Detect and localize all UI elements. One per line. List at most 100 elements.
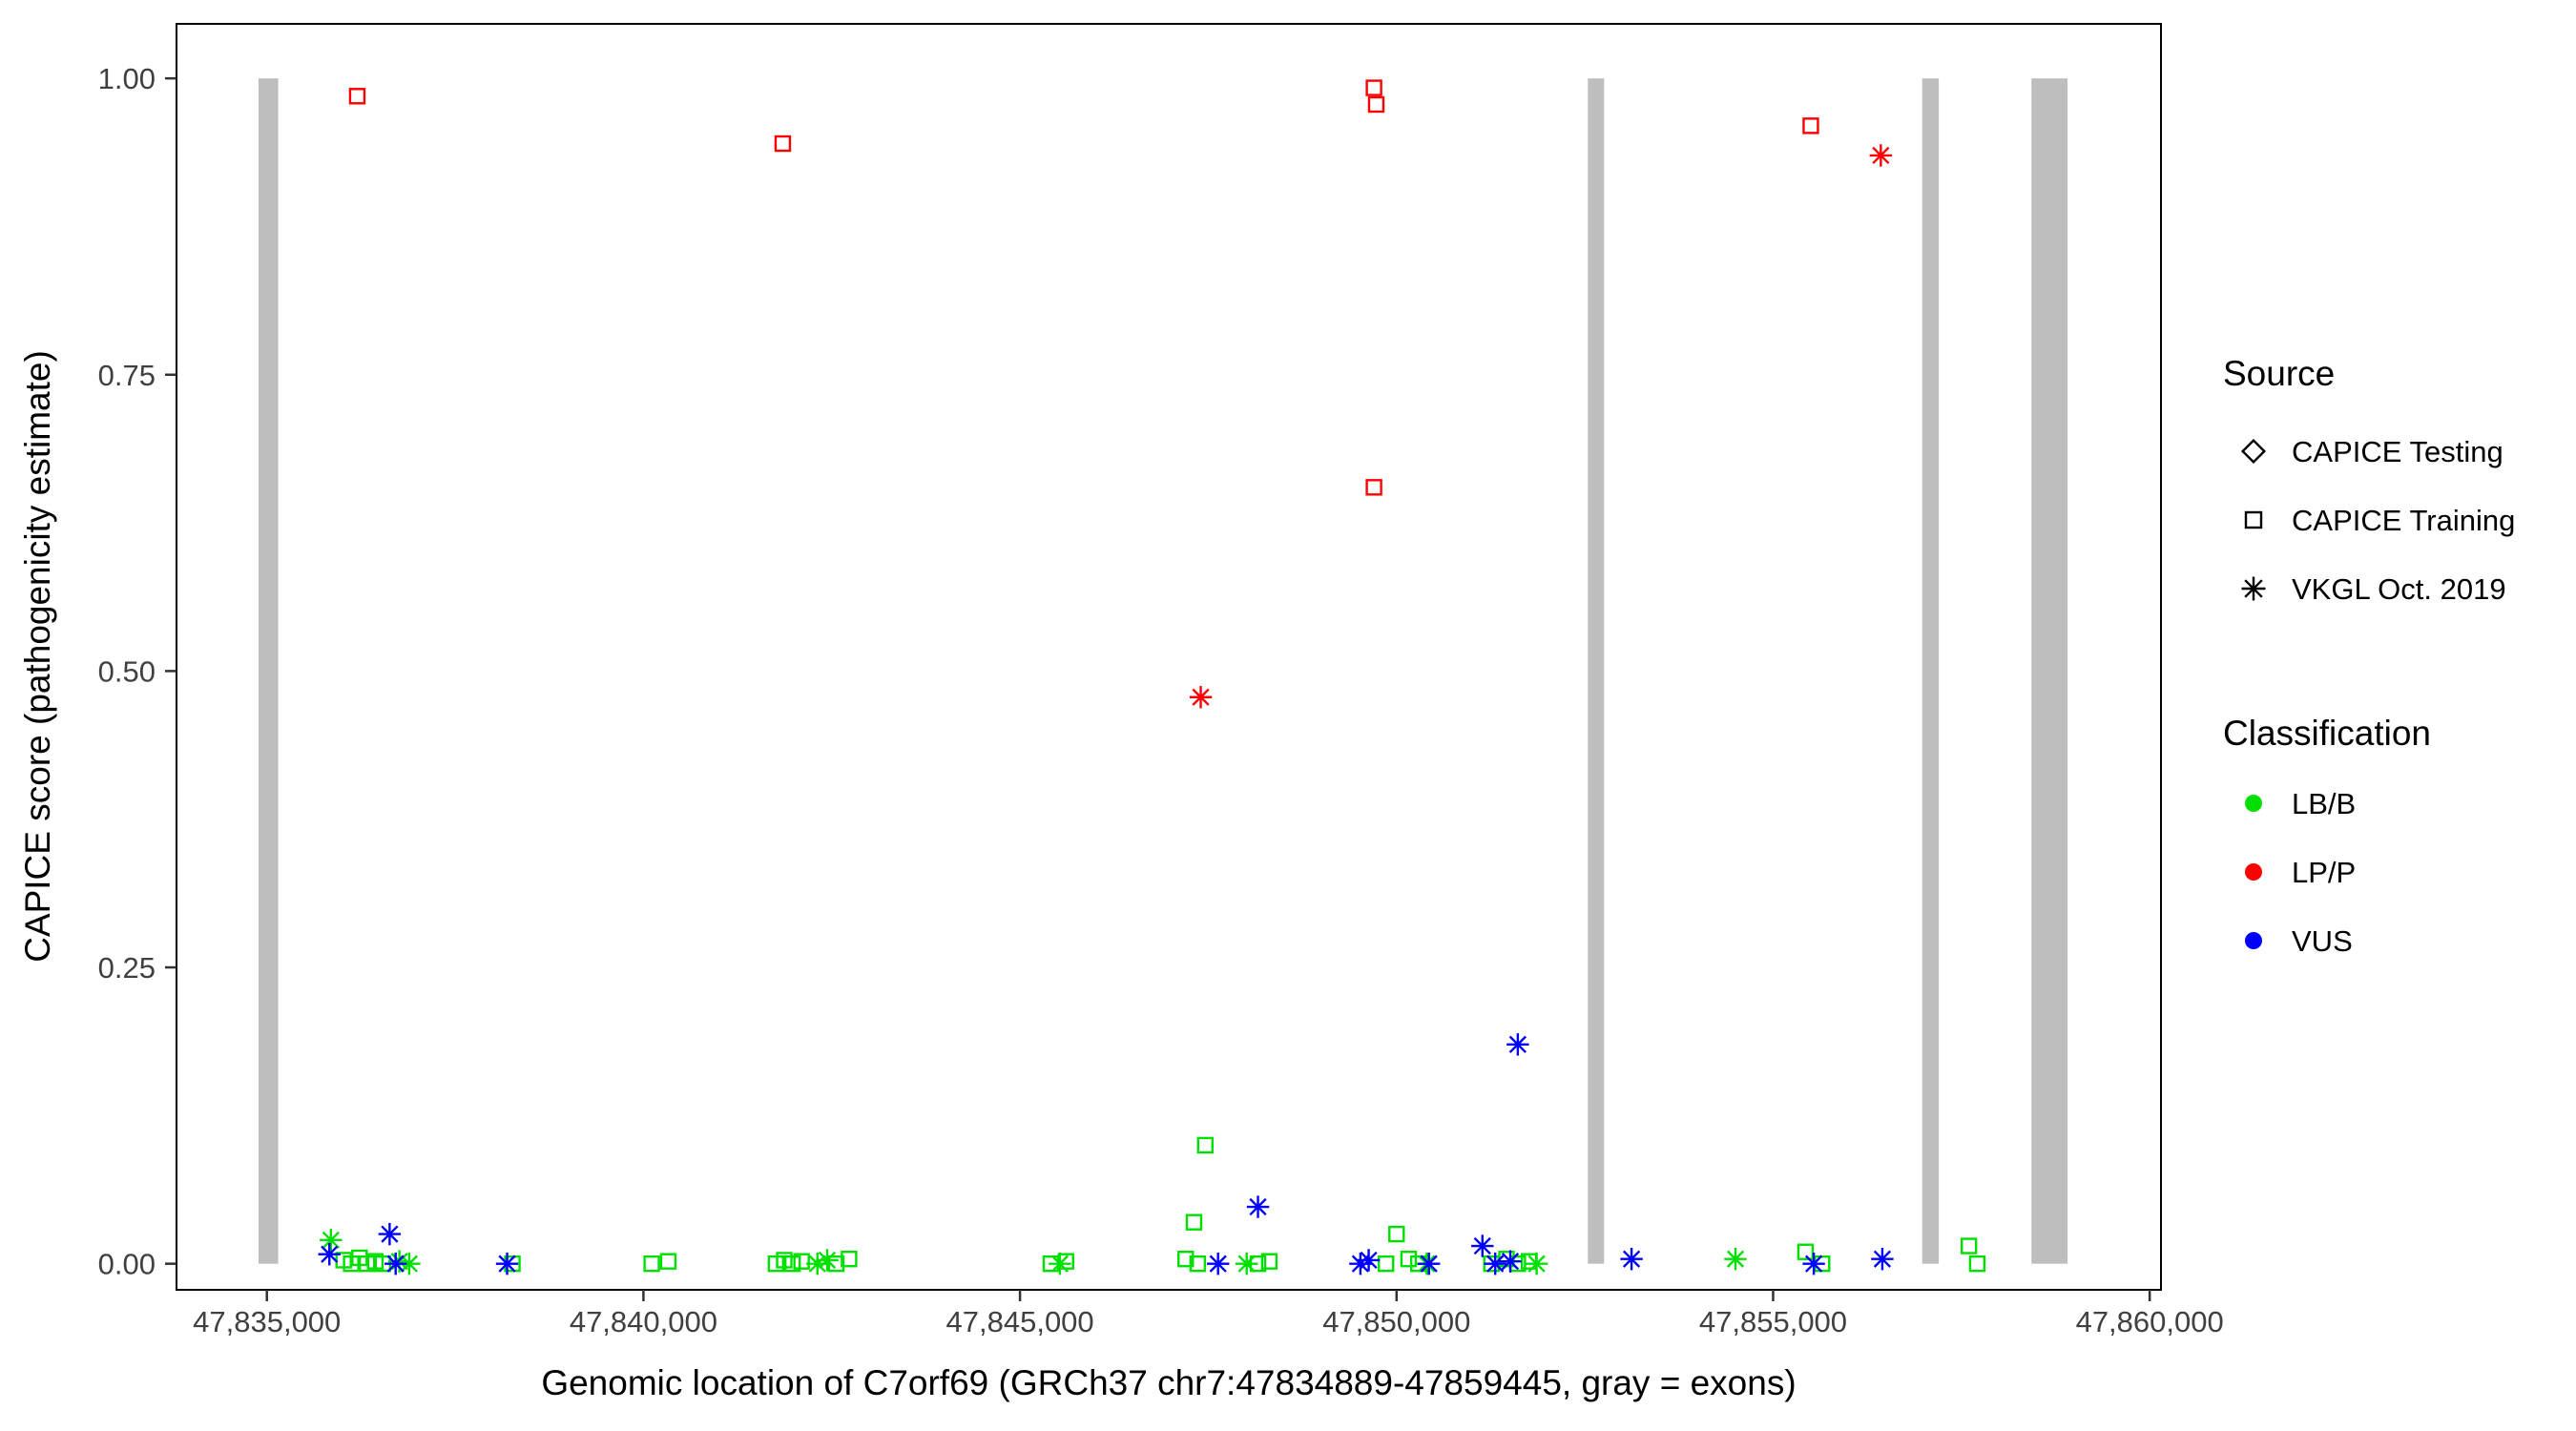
asterisk-arm (1527, 1255, 1546, 1273)
legend-item-label: VUS (2292, 924, 2353, 958)
data-point (1365, 79, 1382, 96)
legend-item-label: CAPICE Testing (2292, 435, 2503, 468)
data-point (1418, 1252, 1441, 1275)
square-icon (2244, 510, 2263, 529)
data-point (320, 1229, 343, 1252)
data-point (1365, 479, 1382, 496)
asterisk-arm (1872, 146, 1890, 165)
data-point (378, 1222, 402, 1246)
asterisk-arm (1360, 1251, 1378, 1270)
asterisk-arm (1726, 1250, 1745, 1268)
asterisk-arm (1508, 1035, 1527, 1053)
data-point (1260, 1253, 1278, 1270)
data-point (643, 1255, 660, 1273)
legend-item-vkgl-oct-2019: VKGL Oct. 2019 (2241, 572, 2506, 606)
exon-bar (258, 78, 279, 1264)
data-point (1236, 1252, 1258, 1275)
data-point (318, 1243, 341, 1266)
legend-item-capice-testing: CAPICE Testing (2240, 435, 2503, 468)
data-point (495, 1252, 519, 1275)
data-point (1802, 1252, 1825, 1275)
data-point (384, 1252, 407, 1275)
points-layer (318, 79, 1986, 1275)
data-point (1357, 1249, 1381, 1272)
data-point (1620, 1247, 1643, 1271)
legend-item-label: LB/B (2292, 787, 2356, 820)
data-point (1871, 1247, 1894, 1271)
data-point (1525, 1252, 1548, 1275)
data-point (841, 1250, 858, 1268)
asterisk-arm (2244, 579, 2263, 598)
data-point (1484, 1252, 1506, 1275)
asterisk-arm (498, 1255, 516, 1273)
data-point (1961, 1237, 1978, 1255)
asterisk-arm (1249, 1197, 1267, 1216)
y-tick-label: 0.25 (98, 951, 156, 985)
data-point (1388, 1225, 1405, 1243)
x-tick-label: 47,835,000 (193, 1305, 341, 1338)
legend-source-title: Source (2223, 354, 2335, 393)
asterisk-arm (1237, 1255, 1256, 1273)
asterisk-arm (400, 1255, 419, 1273)
color-dot-icon (2245, 863, 2262, 881)
asterisk-arm (1473, 1236, 1491, 1255)
x-axis-title: Genomic location of C7orf69 (GRCh37 chr7… (541, 1363, 1796, 1402)
x-tick-label: 47,850,000 (1322, 1305, 1470, 1338)
data-point (1246, 1195, 1270, 1218)
asterisk-arm (386, 1255, 405, 1273)
data-point (784, 1255, 801, 1273)
data-point (1177, 1250, 1195, 1268)
legend: Source CAPICE Testing CAPICE Training VKGL … (2223, 354, 2515, 958)
data-point (1797, 1243, 1815, 1260)
legend-item-vus: VUS (2245, 924, 2353, 958)
series-lpp (348, 79, 1819, 496)
asterisk-arm (1873, 1250, 1892, 1268)
exon-bar (1922, 78, 1940, 1264)
color-dot-icon (2245, 932, 2262, 949)
series-vus (318, 1033, 1894, 1275)
asterisk-arm (1804, 1255, 1823, 1273)
asterisk-arm (322, 1231, 340, 1249)
exon-bars-layer (258, 78, 2068, 1264)
exon-bar (1588, 78, 1605, 1264)
data-point (1367, 95, 1385, 114)
data-point (1349, 1252, 1372, 1275)
data-point (1802, 117, 1819, 135)
series-lpp (1189, 144, 1893, 709)
asterisk-arm (1192, 688, 1210, 706)
data-point (793, 1253, 810, 1270)
data-point (774, 135, 792, 153)
legend-item-label: CAPICE Training (2292, 504, 2515, 537)
asterisk-arm (1420, 1255, 1438, 1273)
legend-item-capice-training: CAPICE Training (2244, 504, 2515, 537)
data-point (1499, 1250, 1522, 1273)
y-tick-label: 0.00 (98, 1248, 156, 1281)
asterisk-arm (1050, 1255, 1070, 1273)
legend-item-lb-b: LB/B (2245, 787, 2356, 820)
y-axis-title: CAPICE score (pathogenicity estimate) (18, 350, 57, 963)
data-point (1471, 1234, 1494, 1257)
data-point (1049, 1252, 1071, 1275)
legend-classification-title: Classification (2223, 714, 2431, 753)
data-point (1400, 1250, 1418, 1268)
data-point (1506, 1033, 1529, 1056)
data-point (806, 1252, 829, 1275)
legend-item-lp-p: LP/P (2245, 856, 2356, 889)
asterisk-arm (1622, 1250, 1641, 1268)
data-point (1724, 1247, 1747, 1271)
asterisk-arm (1486, 1255, 1505, 1273)
data-point (1189, 1255, 1207, 1273)
y-tick-label: 0.75 (98, 359, 156, 392)
data-point (1869, 144, 1893, 167)
axes-layer: 47,835,000 47,840,000 47,845,000 47,850,000… (98, 62, 2224, 1338)
y-tick-label: 1.00 (98, 62, 156, 95)
y-tick-label: 0.50 (98, 654, 156, 688)
x-tick-label: 47,855,000 (1699, 1305, 1847, 1338)
legend-item-label: LP/P (2292, 856, 2356, 889)
x-tick-label: 47,840,000 (570, 1305, 717, 1338)
x-tick-label: 47,860,000 (2076, 1305, 2224, 1338)
data-point (1196, 1136, 1214, 1154)
diamond-icon (2240, 438, 2267, 465)
